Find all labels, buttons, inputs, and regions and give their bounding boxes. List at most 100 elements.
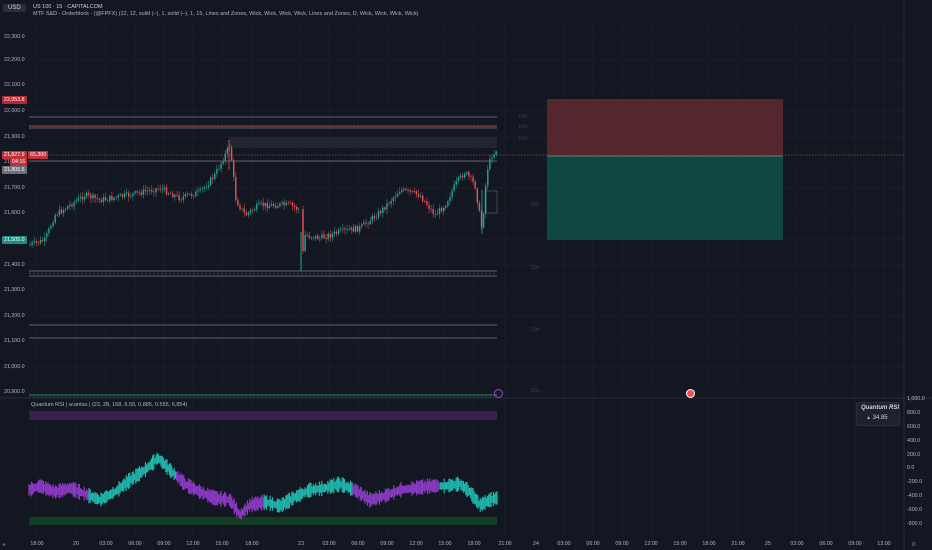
candle-body xyxy=(363,222,365,225)
candle-body xyxy=(312,237,315,239)
time-tick-label: 24 xyxy=(533,541,539,547)
candle-body xyxy=(146,190,149,192)
candle-body xyxy=(165,187,168,195)
candle-body xyxy=(289,202,292,204)
candle-body xyxy=(128,192,130,197)
candle-body xyxy=(281,202,283,204)
candle-body xyxy=(113,197,115,201)
candle-body xyxy=(90,194,92,199)
candle-body xyxy=(56,215,58,216)
time-tick-label: 15:00 xyxy=(215,541,229,547)
candle-body xyxy=(254,209,256,211)
candle-body xyxy=(241,208,243,210)
price-tick-label: 21,600.0 xyxy=(4,210,25,216)
candle-body xyxy=(121,194,124,198)
candle-body xyxy=(371,215,373,221)
candle-body xyxy=(304,234,306,252)
candle-body xyxy=(382,207,384,214)
candle-body xyxy=(98,198,100,200)
time-tick-label: 21:00 xyxy=(731,541,745,547)
rsi-tick-label: -200.0 xyxy=(907,479,923,485)
candle-body xyxy=(396,193,399,197)
candle-body xyxy=(151,189,153,192)
candle-body xyxy=(308,235,310,238)
candle-body xyxy=(327,233,329,239)
candle-body xyxy=(487,169,489,186)
candle-body xyxy=(201,188,203,190)
candle-body xyxy=(373,215,376,219)
candle-body xyxy=(417,194,420,197)
candle-body xyxy=(401,190,403,193)
candle-body xyxy=(296,207,298,210)
candle-body xyxy=(359,226,361,232)
candle-body xyxy=(405,188,407,190)
candle-body xyxy=(197,190,199,192)
zone-ghost-label: 15m xyxy=(518,114,528,120)
green-price-badge: 21,505.0 xyxy=(2,236,27,244)
candle-body xyxy=(180,199,182,201)
candle-body xyxy=(83,196,86,200)
candle-body xyxy=(193,195,195,197)
candle-body xyxy=(67,206,69,209)
event-icon[interactable] xyxy=(686,389,695,398)
time-tick-label: 03:00 xyxy=(99,541,113,547)
candle-body xyxy=(174,194,176,198)
candle-body xyxy=(310,237,313,239)
candle-body xyxy=(218,168,220,170)
candle-body xyxy=(205,187,208,188)
candle-body xyxy=(260,202,262,204)
candle-body xyxy=(314,235,317,239)
candle-body xyxy=(333,231,336,234)
candle-body xyxy=(48,228,50,234)
candle-body xyxy=(29,244,31,246)
price-badge-red-top: 22,053.8 xyxy=(2,96,27,104)
settings-icon[interactable]: ⚙ xyxy=(911,542,917,548)
candle-body xyxy=(58,209,61,216)
candle-body xyxy=(451,190,453,198)
time-tick-label: 21:00 xyxy=(498,541,512,547)
symbol-label[interactable]: US 100 · 15 · CAPITALCOM xyxy=(33,4,103,10)
candle-body xyxy=(491,157,493,159)
candle-body xyxy=(92,194,94,199)
candle-body xyxy=(182,196,184,200)
candle-body xyxy=(485,185,487,214)
candle-body xyxy=(453,184,455,191)
candle-body xyxy=(222,161,224,164)
rsi-tick-label: 1,000.0 xyxy=(907,396,925,402)
candle-body xyxy=(275,205,277,208)
quantum-rsi-value: ▲ 34.85 xyxy=(866,415,888,421)
time-tick-label: 06:00 xyxy=(586,541,600,547)
alert-icon[interactable] xyxy=(494,389,503,398)
candle-body xyxy=(167,193,170,195)
candle-body xyxy=(115,197,117,198)
candle-body xyxy=(386,203,388,210)
candle-body xyxy=(161,188,163,190)
candle-body xyxy=(329,233,331,238)
candle-body xyxy=(220,163,222,169)
currency-button[interactable]: USD xyxy=(3,4,26,12)
candle-body xyxy=(270,203,273,206)
candle-body xyxy=(317,235,319,239)
candle-body xyxy=(136,191,138,193)
candle-body xyxy=(251,210,254,211)
candle-body xyxy=(163,187,166,189)
candle-body xyxy=(440,208,443,212)
candle-body xyxy=(159,188,161,190)
candle-body xyxy=(134,191,136,194)
price-tick-label: 21,700.0 xyxy=(4,185,25,191)
candle-body xyxy=(480,210,483,228)
candle-body xyxy=(348,229,350,230)
candle-body xyxy=(424,201,426,202)
indicator-label[interactable]: MTF S&D - Orderblock - (@FPFX) (12, 12, … xyxy=(33,11,419,17)
candle-body xyxy=(319,237,321,239)
rsi-indicator-label[interactable]: Quantum RSI | w.antas | (22, 28, 168, 6.… xyxy=(31,402,188,408)
candle-body xyxy=(426,201,428,206)
candle-body xyxy=(31,242,33,245)
candle-body xyxy=(409,190,411,192)
scroll-to-end-icon[interactable]: ▸ xyxy=(3,542,7,548)
candle-body xyxy=(104,197,107,201)
candle-body xyxy=(262,202,264,207)
candle-body xyxy=(495,151,497,155)
candle-body xyxy=(361,224,363,227)
